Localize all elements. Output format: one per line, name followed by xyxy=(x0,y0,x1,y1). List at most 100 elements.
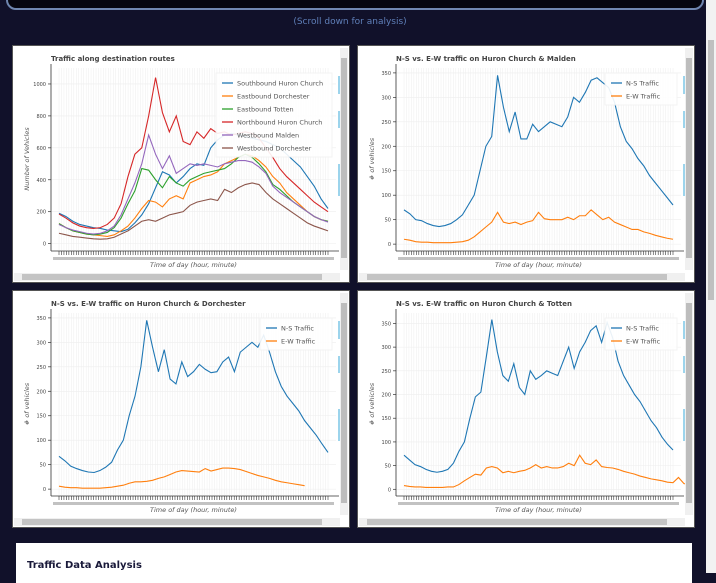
y-tick-label: 150 xyxy=(36,414,46,420)
y-tick-label: 1000 xyxy=(33,82,46,88)
analysis-section: Traffic Data Analysis xyxy=(16,543,692,583)
series-line-0 xyxy=(403,319,674,473)
legend-label: Eastbound Totten xyxy=(237,106,294,114)
y-axis-label: # of vehicles xyxy=(368,137,376,180)
y-axis-label: # of vehicles xyxy=(23,382,31,425)
legend-label: Southbound Huron Church xyxy=(237,80,323,88)
panel-vertical-scrollbar[interactable] xyxy=(340,293,348,515)
legend-label: N-S Traffic xyxy=(626,325,659,333)
x-tick-labels-overlap xyxy=(398,257,679,260)
scrollbar-thumb[interactable] xyxy=(22,519,322,525)
series-line-5 xyxy=(58,182,329,240)
y-tick-label: 400 xyxy=(36,178,46,184)
scrollbar-thumb[interactable] xyxy=(367,274,667,280)
series-line-1 xyxy=(58,153,329,237)
x-tick-labels-overlap xyxy=(53,502,334,505)
y-tick-label: 0 xyxy=(43,487,46,493)
chart-svg: N-S vs. E-W traffic on Huron Church & Do… xyxy=(23,300,340,514)
y-axis-label: Number of Vehicles xyxy=(23,127,31,191)
y-tick-label: 150 xyxy=(381,169,391,175)
legend-label: N-S Traffic xyxy=(281,325,314,333)
legend-box xyxy=(604,317,678,351)
panel-horizontal-scrollbar[interactable] xyxy=(359,273,685,281)
series-line-2 xyxy=(58,153,329,236)
y-tick-label: 300 xyxy=(36,340,46,346)
y-tick-label: 250 xyxy=(381,369,391,375)
chart-panel-dorchester: N-S vs. E-W traffic on Huron Church & Do… xyxy=(12,290,350,528)
series-line-1 xyxy=(58,467,305,489)
panel-vertical-scrollbar[interactable] xyxy=(340,48,348,270)
panel-horizontal-scrollbar[interactable] xyxy=(14,518,340,526)
chart-title: Traffic along destination routes xyxy=(51,55,175,63)
legend-label: Northbound Huron Church xyxy=(237,119,322,127)
legend-box xyxy=(259,317,333,351)
legend-label: N-S Traffic xyxy=(626,80,659,88)
scrollbar-thumb[interactable] xyxy=(686,303,692,503)
chart-svg: N-S vs. E-W traffic on Huron Church & To… xyxy=(368,300,686,514)
y-tick-label: 350 xyxy=(381,71,391,77)
chart-title: N-S vs. E-W traffic on Huron Church & Ma… xyxy=(396,55,576,63)
chart-svg: Traffic along destination routes 0 200 400 6… xyxy=(23,55,340,269)
panel-vertical-scrollbar[interactable] xyxy=(685,48,693,270)
panel-vertical-scrollbar[interactable] xyxy=(685,293,693,515)
y-tick-label: 200 xyxy=(36,210,46,216)
y-tick-label: 100 xyxy=(381,193,391,199)
chart-panel-malden: N-S vs. E-W traffic on Huron Church & Ma… xyxy=(357,45,695,283)
series-line-3 xyxy=(58,77,329,230)
y-tick-label: 600 xyxy=(36,146,46,152)
x-axis-label: Time of day (hour, minute) xyxy=(150,261,237,269)
page-scrollbar[interactable] xyxy=(706,0,716,573)
analysis-title: Traffic Data Analysis xyxy=(27,560,142,571)
y-tick-label: 50 xyxy=(385,218,391,224)
series-line-1 xyxy=(403,209,674,244)
y-tick-label: 200 xyxy=(36,389,46,395)
series-line-0 xyxy=(58,320,329,474)
y-tick-label: 50 xyxy=(385,464,391,470)
legend-label: E-W Traffic xyxy=(626,338,661,346)
chart-title: N-S vs. E-W traffic on Huron Church & To… xyxy=(396,300,572,308)
top-banner xyxy=(6,0,704,10)
series-line-0 xyxy=(403,75,674,228)
scrollbar-thumb[interactable] xyxy=(341,58,347,258)
x-tick-labels-overlap xyxy=(398,502,679,505)
y-tick-label: 300 xyxy=(381,345,391,351)
x-tick-labels-overlap xyxy=(53,257,334,260)
legend-box xyxy=(215,72,333,158)
scrollbar-thumb[interactable] xyxy=(686,58,692,258)
y-tick-label: 350 xyxy=(381,321,391,327)
legend-label: E-W Traffic xyxy=(281,338,316,346)
y-tick-label: 200 xyxy=(381,393,391,399)
y-tick-label: 250 xyxy=(36,365,46,371)
panel-horizontal-scrollbar[interactable] xyxy=(359,518,685,526)
chart-panel-destination-routes: Traffic along destination routes 0 200 400 6… xyxy=(12,45,350,283)
series-line-4 xyxy=(58,133,329,235)
y-tick-label: 100 xyxy=(381,440,391,446)
series-line-1 xyxy=(403,454,686,488)
y-tick-label: 0 xyxy=(388,487,391,493)
page-scrollbar-thumb[interactable] xyxy=(708,40,714,300)
y-tick-label: 0 xyxy=(388,242,391,248)
y-axis-label: # of vehicles xyxy=(368,382,376,425)
scroll-hint: (Scroll down for analysis) xyxy=(293,17,407,27)
legend-label: E-W Traffic xyxy=(626,93,661,101)
y-tick-label: 350 xyxy=(36,316,46,322)
y-tick-label: 100 xyxy=(36,438,46,444)
x-axis-label: Time of day (hour, minute) xyxy=(495,506,582,514)
y-tick-label: 0 xyxy=(43,242,46,248)
y-tick-label: 50 xyxy=(40,463,46,469)
x-axis-label: Time of day (hour, minute) xyxy=(495,261,582,269)
chart-panel-totten: N-S vs. E-W traffic on Huron Church & To… xyxy=(357,290,695,528)
panel-horizontal-scrollbar[interactable] xyxy=(14,273,340,281)
scrollbar-thumb[interactable] xyxy=(22,274,322,280)
y-tick-label: 300 xyxy=(381,95,391,101)
x-axis-label: Time of day (hour, minute) xyxy=(150,506,237,514)
chart-title: N-S vs. E-W traffic on Huron Church & Do… xyxy=(51,300,246,308)
y-tick-label: 250 xyxy=(381,120,391,126)
scrollbar-thumb[interactable] xyxy=(367,519,667,525)
y-tick-label: 200 xyxy=(381,144,391,150)
y-tick-label: 800 xyxy=(36,114,46,120)
y-tick-label: 150 xyxy=(381,416,391,422)
scrollbar-thumb[interactable] xyxy=(341,303,347,503)
legend-box xyxy=(604,72,678,106)
legend-label: Westbound Dorchester xyxy=(237,145,312,153)
